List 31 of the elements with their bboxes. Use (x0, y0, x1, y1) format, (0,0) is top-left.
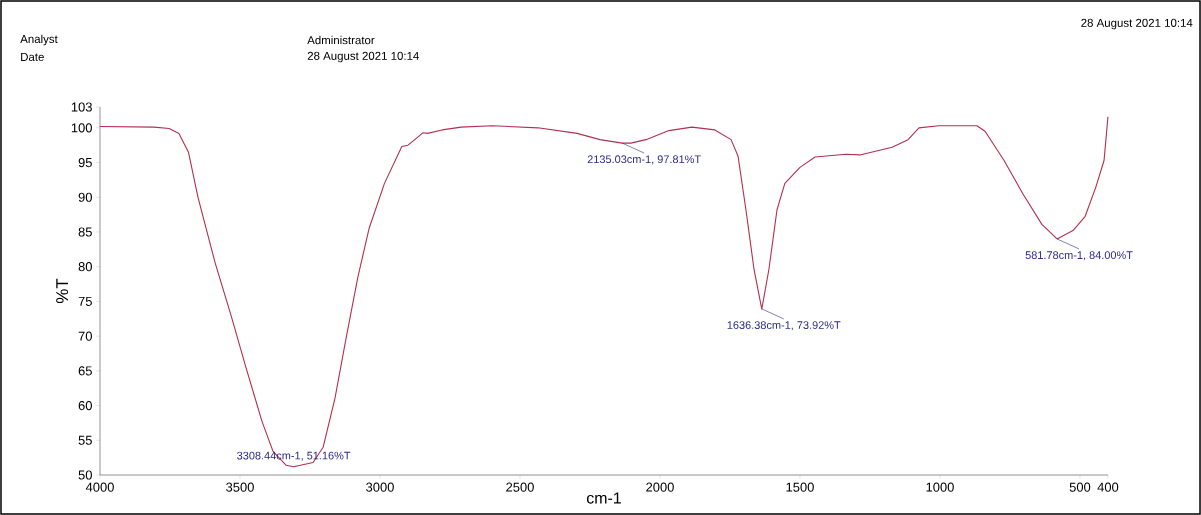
x-tick-label: 400 (1097, 482, 1119, 492)
x-tick-label: 1000 (926, 482, 954, 492)
text: 28 August 2021 10:14 (307, 51, 419, 63)
text: Analyst (20, 34, 58, 46)
text: 28 August 2021 10:14 (1081, 18, 1193, 30)
text: Administrator (307, 35, 375, 45)
y-tick-label: 95 (78, 157, 92, 168)
y-axis-title: %T (56, 278, 69, 304)
x-tick-label: 2500 (506, 482, 534, 492)
x-tick-label: 3500 (226, 482, 254, 492)
x-tick-label: 1500 (786, 482, 814, 492)
y-tick-label: 65 (78, 366, 92, 376)
y-tick-label: 55 (78, 435, 92, 445)
y-tick-label: 103 (71, 102, 92, 112)
x-axis-title: cm-1 (586, 492, 621, 504)
annotation: 2135.03cm-1, 97.81%T (587, 155, 701, 165)
y-tick-label: 100 (71, 123, 92, 133)
y-tick-label: 85 (78, 227, 92, 237)
y-tick-label: 70 (78, 331, 92, 341)
y-tick-label: 50 (78, 470, 92, 480)
y-tick-label: 80 (78, 262, 92, 272)
y-tick-label: 90 (78, 192, 92, 202)
text: Date (21, 53, 44, 61)
x-tick-label: 500 (1069, 482, 1091, 492)
annotation: 581.78cm-1, 84.00%T (1025, 251, 1133, 261)
x-tick-label: 2000 (646, 482, 674, 492)
x-tick-label: 3000 (366, 482, 394, 492)
y-tick-label: 60 (78, 400, 92, 411)
x-tick-label: 4000 (85, 482, 114, 492)
annotation: 1636.38cm-1, 73.92%T (727, 321, 841, 331)
y-tick-label: 75 (78, 296, 92, 306)
